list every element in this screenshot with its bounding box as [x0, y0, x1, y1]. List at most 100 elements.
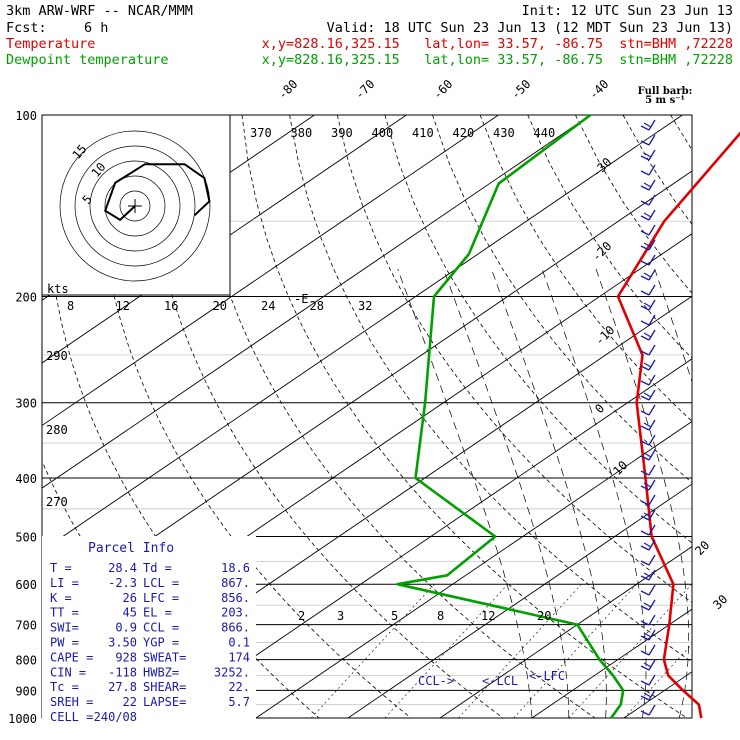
wind-barb-half [643, 302, 652, 308]
pressure-label: 500 [15, 530, 37, 544]
wind-barb-flag [640, 425, 650, 431]
parcel-info-value: -2.3 [108, 576, 137, 590]
wind-barb [640, 299, 656, 311]
wind-barb [640, 119, 656, 131]
wind-barb-shaft [648, 659, 656, 671]
wind-barb-half [643, 572, 652, 578]
pressure-label: 400 [15, 472, 37, 486]
wind-barb-shaft [648, 149, 656, 161]
wind-barb-shaft [648, 269, 656, 281]
parcel-info-value2: 0.1 [228, 636, 250, 650]
dry-adiabat [384, 115, 692, 544]
wind-barb-shaft [648, 404, 656, 416]
wind-axis-label: 32 [358, 299, 372, 313]
wind-barb-shaft [648, 164, 656, 176]
parcel-info-key2: Td = [143, 561, 172, 575]
parcel-info-value2: 18.6 [221, 561, 250, 575]
wind-barb-shaft [648, 629, 656, 641]
mixing-ratio-label: 3 [337, 609, 344, 623]
wind-barb-flag [640, 230, 650, 236]
isotherm-label: -20 [589, 239, 614, 264]
wind-barb-shaft [648, 464, 656, 476]
parcel-info-key2: EL = [143, 606, 172, 620]
dry-adiabat [289, 115, 692, 663]
parcel-info-key: SWI= [50, 621, 79, 635]
pressure-label: 200 [15, 291, 37, 305]
wind-barb-shaft [648, 644, 656, 656]
isotherm-label: 0 [592, 401, 607, 416]
wind-barb-flag [640, 395, 650, 401]
wind-barb-shaft [648, 359, 656, 371]
parcel-info-key: CELL = [50, 710, 93, 724]
theta-label: 380 [291, 126, 313, 140]
wind-barb [640, 689, 656, 701]
wind-barb [640, 359, 656, 371]
isotherm-label: -80 [275, 77, 300, 102]
wind-barb [640, 464, 656, 476]
parcel-info-value: 240/08 [94, 710, 137, 724]
pressure-label: 700 [15, 619, 37, 633]
wind-barb-flag [640, 245, 650, 251]
wind-barb-half [643, 692, 652, 698]
wind-barb-flag [640, 155, 650, 161]
wind-barb [640, 584, 656, 596]
wind-barb [640, 644, 656, 656]
wind-barb-flag [640, 200, 650, 206]
wind-barb-half [643, 242, 652, 248]
full-barb-label: Full barb: [638, 86, 693, 97]
parcel-info-value2: 867. [221, 576, 250, 590]
wind-barb-half [643, 422, 652, 428]
isotherm-line [42, 170, 692, 614]
dry-adiabat [194, 115, 596, 718]
theta-label: 440 [534, 126, 556, 140]
hodograph-trace [103, 163, 211, 222]
ccl-label: CCL-> [418, 674, 454, 688]
wind-barb-half [643, 332, 652, 338]
mixing-ratio-line [513, 584, 637, 718]
wind-barb-shaft [648, 209, 656, 221]
wind-barb-shaft [648, 374, 656, 386]
isotherm-line [42, 115, 499, 427]
pressure-label: 1000 [8, 712, 37, 726]
wind-axis-label: 8 [67, 299, 74, 313]
wind-barb-shaft [648, 224, 656, 236]
theta-label: 430 [493, 126, 515, 140]
theta-label: 400 [372, 126, 394, 140]
parcel-info-key: PW = [50, 636, 79, 650]
wind-barb [640, 239, 656, 251]
dry-adiabat [46, 115, 320, 718]
wind-barb-flag [640, 635, 650, 641]
mixing-ratio-label: 12 [481, 609, 495, 623]
hodograph-ring [59, 130, 211, 282]
wind-barb [640, 254, 656, 266]
parcel-info-value2: 866. [221, 621, 250, 635]
wind-barb [640, 494, 656, 506]
parcel-info-key2: HWBZ= [143, 665, 179, 679]
moist-adiabat [443, 268, 570, 718]
parcel-info-value2: 5.7 [228, 695, 250, 709]
theta-left-label: 280 [46, 423, 68, 437]
wind-barb [640, 614, 656, 626]
dry-adiabat [241, 115, 688, 718]
wind-barb [640, 479, 656, 491]
hodograph-ring [74, 145, 196, 267]
parcel-info-value: 928 [115, 650, 137, 664]
parcel-info-value: 26 [123, 591, 137, 605]
wind-barb-half [643, 662, 652, 668]
theta-label: 390 [331, 126, 353, 140]
moist-adiabat [491, 268, 607, 718]
dry-adiabat [479, 115, 692, 422]
wind-barb-shaft [648, 524, 656, 536]
parcel-info-key2: YGP = [143, 636, 179, 650]
theta-left-label: 270 [46, 495, 68, 509]
wind-barb-shaft [648, 314, 656, 326]
wind-barb-flag [640, 260, 650, 266]
fcst-value: 6 h [84, 20, 108, 36]
wind-barb-flag [640, 170, 650, 176]
wind-barb-flag [640, 710, 650, 716]
dry-adiabat [575, 115, 692, 294]
isotherm-label: 20 [692, 538, 712, 558]
wind-barb-flag [640, 275, 650, 281]
isotherm-line [163, 358, 692, 718]
